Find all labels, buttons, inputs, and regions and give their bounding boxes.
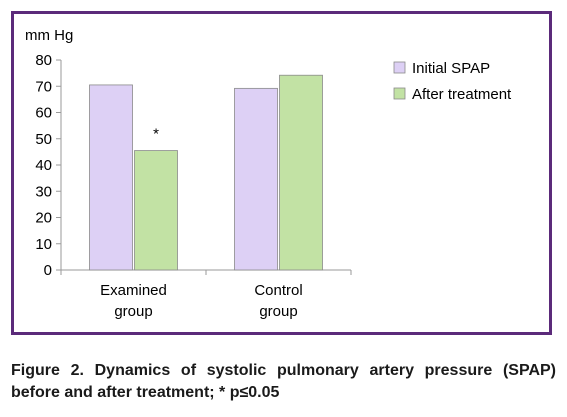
legend-swatch (393, 61, 406, 74)
bar-examined-after (134, 150, 178, 271)
y-tick-label: 30 (35, 183, 52, 200)
y-tick-label: 20 (35, 210, 52, 227)
legend-label: Initial SPAP (412, 60, 490, 77)
category-label: Control group (254, 282, 302, 320)
legend-label: After treatment (412, 86, 512, 103)
unit-label: mm Hg (25, 27, 73, 44)
y-tick-label: 40 (35, 157, 52, 174)
chart-frame: mm Hg 0 10 20 30 40 50 60 70 80 Examined group Contr… (11, 11, 552, 335)
bar-control-after (279, 74, 323, 271)
y-tick-label: 70 (35, 78, 52, 95)
significance-marker: * (153, 126, 159, 143)
category-label: Examined group (100, 282, 167, 320)
bar-examined-initial (89, 84, 133, 271)
y-tick-label: 10 (35, 236, 52, 253)
y-tick-label: 60 (35, 105, 52, 122)
bar-control-initial (234, 87, 278, 271)
bar-chart: mm Hg 0 10 20 30 40 50 60 70 80 Examined group Contr… (25, 27, 512, 320)
legend-swatch (393, 87, 406, 100)
y-tick-label: 50 (35, 131, 52, 148)
figure-caption: Figure 2. Dynamics of systolic pulmonary… (11, 362, 556, 401)
y-tick-label: 0 (44, 262, 52, 279)
y-tick-label: 80 (35, 52, 52, 69)
